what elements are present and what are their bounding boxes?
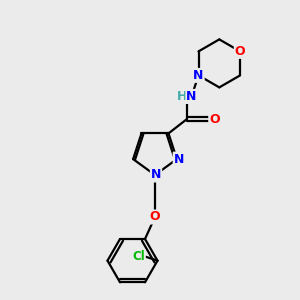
Text: N: N <box>151 169 161 182</box>
Text: O: O <box>150 211 160 224</box>
Text: N: N <box>186 90 197 103</box>
Text: O: O <box>209 113 220 126</box>
Text: N: N <box>174 153 184 166</box>
Text: O: O <box>235 45 245 58</box>
Text: H: H <box>177 90 188 103</box>
Text: N: N <box>193 69 204 82</box>
Text: Cl: Cl <box>132 250 145 263</box>
